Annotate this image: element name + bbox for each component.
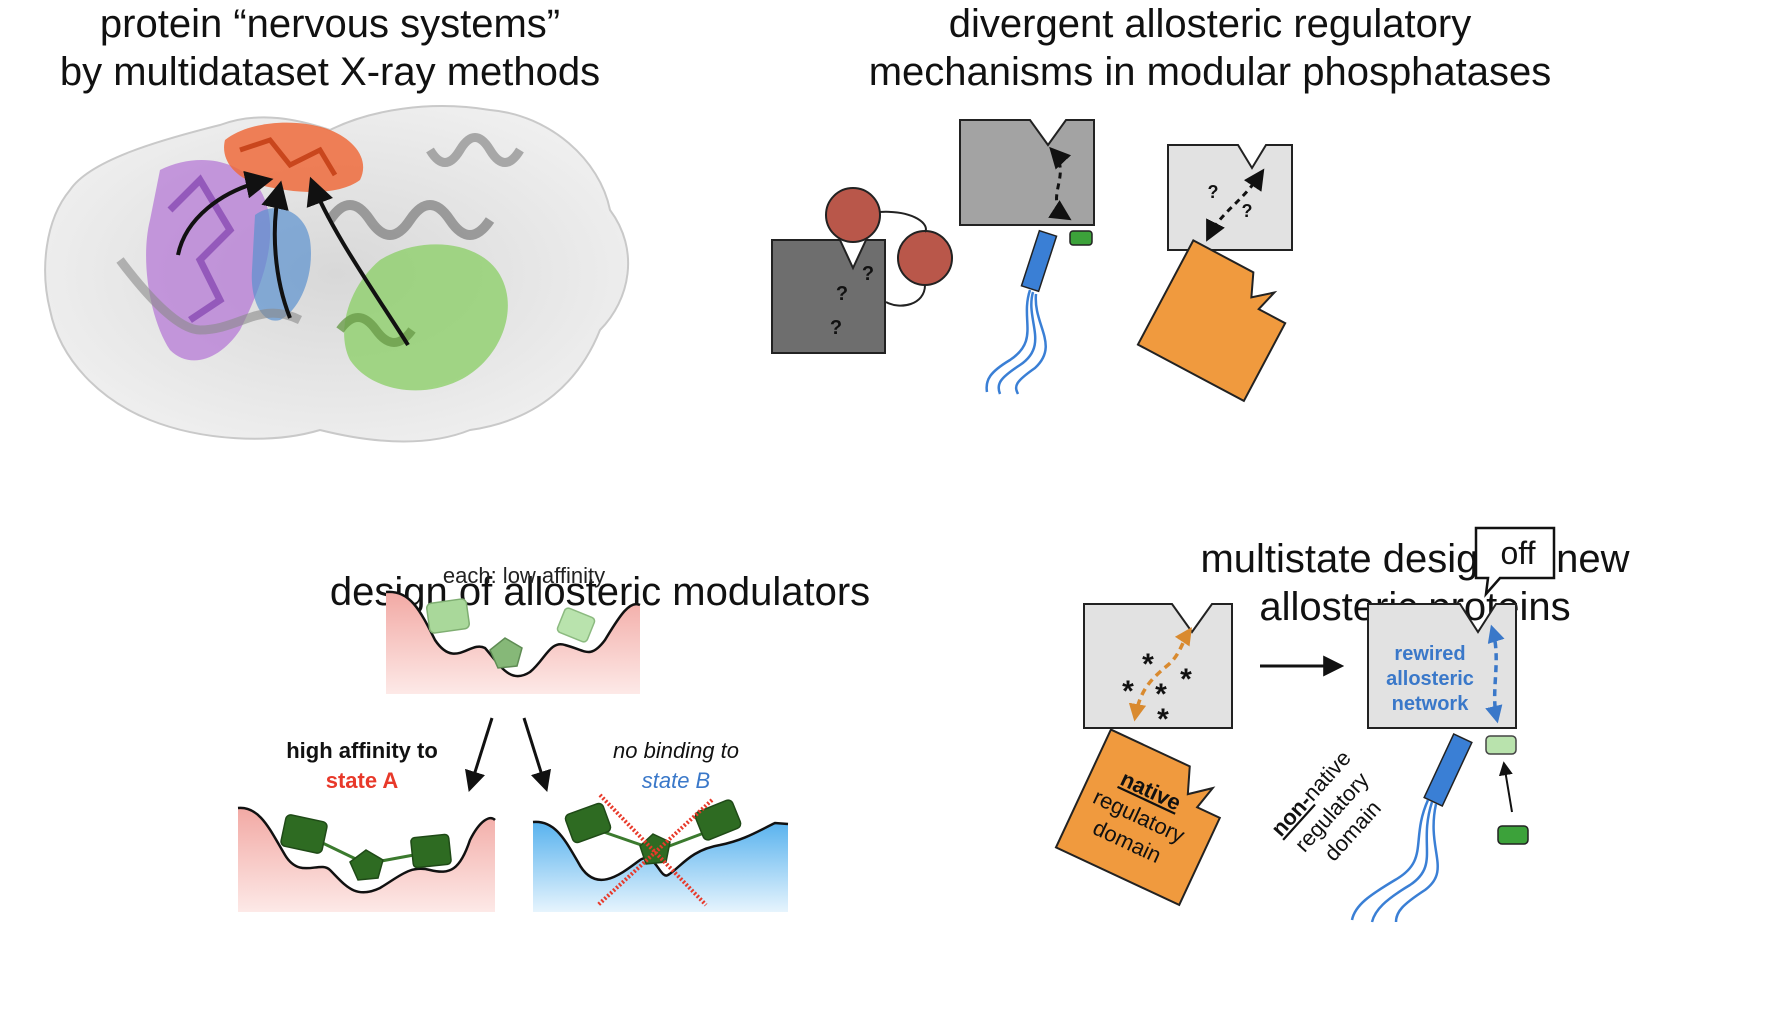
purple-region — [146, 160, 271, 361]
allosteric-arrow-dashed — [1048, 146, 1072, 221]
rewired-label: allosteric — [1386, 668, 1474, 690]
question-mark: ? — [862, 263, 874, 285]
protein-structure-illustration — [44, 105, 630, 443]
native-regulatory-domain — [1054, 728, 1222, 907]
helix-ribbon — [116, 257, 303, 335]
title-line: protein “nervous systems” — [99, 2, 561, 46]
title-line: mechanisms in modular phosphatases — [868, 50, 1552, 94]
regulatory-helix — [1020, 229, 1058, 293]
title-design-modulators: design of allosteric modulators — [250, 568, 950, 616]
title-line: multistate design of new — [1200, 537, 1630, 581]
asterisk: * — [1157, 703, 1169, 736]
title-line: by multidataset X-ray methods — [59, 50, 601, 94]
ligand-binding-arrow — [1498, 761, 1513, 813]
question-mark: ? — [830, 317, 842, 339]
green-region — [344, 244, 508, 391]
title-multistate-design: multistate design of new allosteric prot… — [1150, 535, 1680, 631]
asterisk: * — [1180, 663, 1192, 696]
cross-out-line — [596, 798, 714, 907]
catalytic-domain-dark — [771, 239, 886, 354]
disordered-tail — [1394, 803, 1439, 923]
effector-ligand-bound — [1485, 735, 1517, 755]
loop-ribbon — [239, 137, 338, 177]
fragment-block — [426, 598, 470, 634]
linked-pentagon — [349, 849, 384, 881]
helix-ribbon — [325, 200, 495, 240]
regulatory-domain-orange — [1136, 239, 1287, 403]
allostery-arrow — [176, 170, 274, 256]
fragment-block — [556, 607, 596, 643]
sh2-domain-circle — [897, 230, 953, 286]
off-speech-bubble — [1474, 526, 1556, 598]
no-binding-label: no binding to — [613, 738, 739, 763]
fragment-pentagon — [489, 637, 523, 669]
state-a-label: state A — [326, 768, 399, 793]
allostery-arrow — [306, 176, 410, 347]
linked-fragment — [410, 833, 452, 869]
catalytic-domain-rewired — [1367, 603, 1517, 729]
cross-out-line — [598, 793, 708, 907]
catalytic-domain-mid — [959, 119, 1095, 226]
sh2-domain-circle — [825, 187, 881, 243]
linked-fragment — [694, 799, 742, 841]
asterisk: * — [1155, 678, 1167, 711]
question-mark: ? — [836, 283, 848, 305]
split-arrow — [465, 717, 494, 793]
phosphatase-3: ? ? — [1136, 144, 1293, 403]
native-network-arrow — [1128, 627, 1192, 722]
catalytic-domain-light — [1167, 144, 1293, 251]
modulator-design: each: low affinity high affinity to stat… — [237, 563, 789, 912]
disordered-tail — [1350, 799, 1430, 921]
nonnative-regulatory-helix — [1423, 733, 1473, 807]
title-protein-nervous-systems: protein “nervous systems” by multidatase… — [0, 0, 660, 96]
landscape-curve — [237, 806, 496, 894]
high-affinity-label: high affinity to — [286, 738, 438, 763]
low-affinity-label: each: low affinity — [443, 563, 605, 588]
linker — [885, 284, 926, 307]
energy-landscape-top — [386, 591, 640, 694]
question-mark: ? — [1242, 201, 1253, 221]
ligand-block — [1069, 230, 1093, 246]
asterisk: * — [1142, 648, 1154, 681]
disordered-tail — [997, 291, 1037, 395]
disordered-tail — [1014, 293, 1047, 395]
linked-fragment — [564, 802, 612, 844]
asterisk: * — [1122, 675, 1134, 708]
disordered-tail — [985, 289, 1032, 393]
state-b-label: state B — [642, 768, 710, 793]
multistate-design: * * * * * native regulatory domain rewir… — [1054, 526, 1556, 923]
linked-fragment — [280, 814, 328, 854]
rewired-label: rewired — [1394, 643, 1465, 665]
phosphatase-2 — [959, 119, 1095, 395]
helix-ribbon — [426, 133, 524, 167]
off-label: off — [1501, 535, 1536, 571]
title-divergent-allosteric: divergent allosteric regulatory mechanis… — [760, 0, 1660, 96]
effector-ligand-free — [1497, 825, 1529, 845]
landscape-curve — [385, 590, 641, 678]
blue-region — [251, 208, 311, 321]
question-mark: ? — [1208, 182, 1219, 202]
title-line: divergent allosteric regulatory — [948, 2, 1472, 46]
loop-ribbon — [167, 174, 235, 323]
helix-ribbon — [336, 313, 416, 347]
energy-landscape-state-a — [238, 807, 495, 912]
allostery-arrow — [261, 180, 292, 319]
title-line: design of allosteric modulators — [329, 570, 871, 614]
linker — [878, 210, 927, 233]
disordered-tail — [1370, 801, 1434, 923]
rewired-label: network — [1392, 693, 1470, 715]
split-arrow — [522, 717, 551, 793]
phosphatase-1: ? ? ? — [771, 187, 953, 354]
